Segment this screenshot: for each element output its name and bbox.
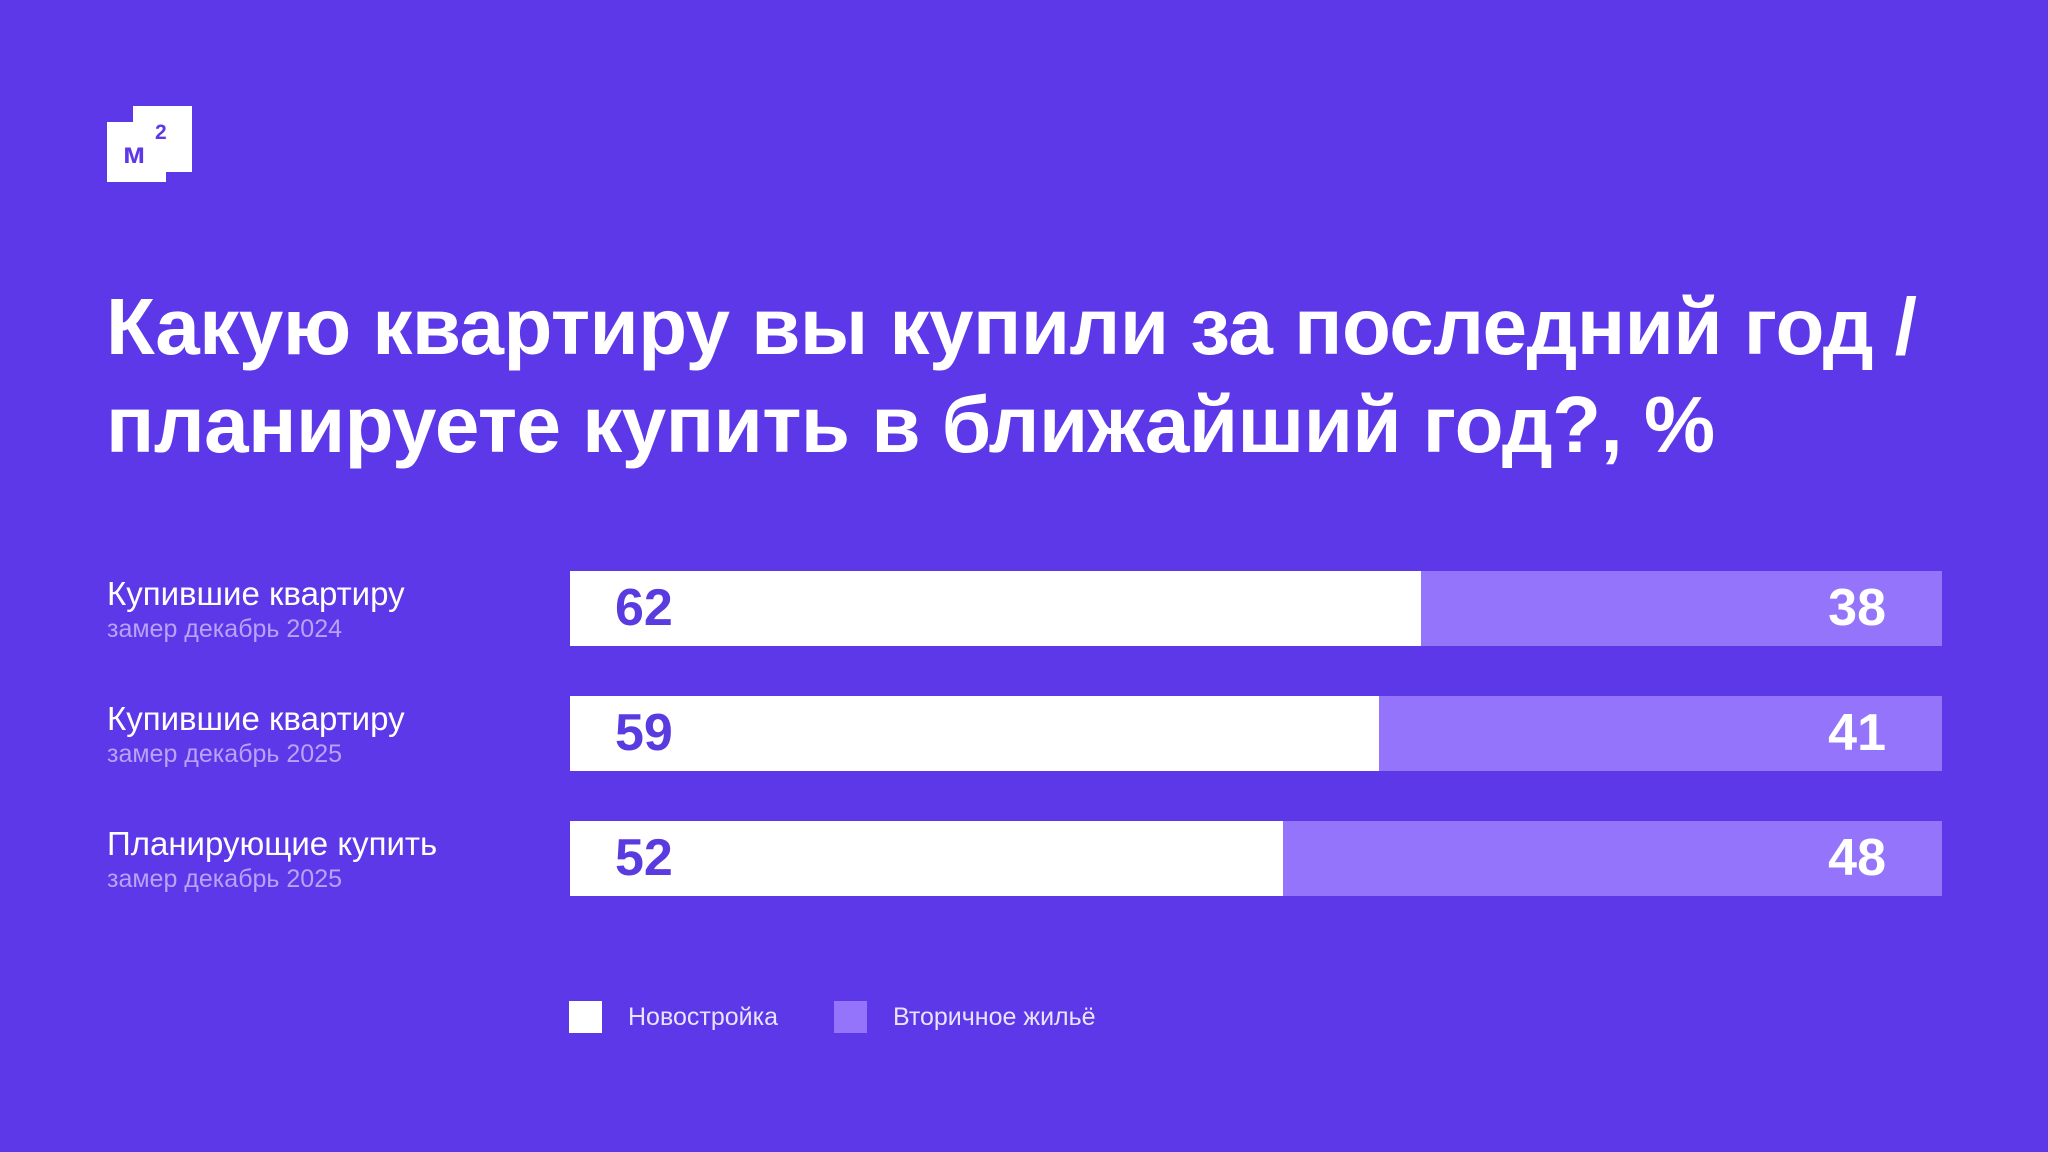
row-label-main: Купившие квартиру (107, 700, 405, 737)
stacked-bar: 62 38 (570, 571, 1942, 646)
bar-segment-secondary: 48 (1283, 821, 1942, 896)
row-label-main: Купившие квартиру (107, 575, 405, 612)
logo-superscript: 2 (155, 121, 167, 144)
row-label-main: Планирующие купить (107, 825, 438, 862)
stacked-bar: 52 48 (570, 821, 1942, 896)
value-label: 41 (1828, 704, 1886, 762)
legend-swatch-white (569, 1001, 602, 1033)
bar-segment-new-build: 52 (570, 821, 1284, 896)
chart-title: Какую квартиру вы купили за последний го… (106, 282, 1917, 469)
logo-square-front (133, 106, 192, 172)
row-label: Купившие квартиру замер декабрь 2024 (107, 575, 547, 645)
row-label-sub: замер декабрь 2024 (107, 615, 342, 643)
bar-segment-new-build: 62 (570, 571, 1421, 646)
row-label-sub: замер декабрь 2025 (107, 865, 342, 893)
chart-row: Купившие квартиру замер декабрь 2024 62 … (0, 571, 2048, 646)
chart-row: Купившие квартиру замер декабрь 2025 59 … (0, 696, 2048, 771)
row-label: Планирующие купить замер декабрь 2025 (107, 825, 547, 895)
bar-segment-secondary: 38 (1420, 571, 1942, 646)
legend-label: Новостройка (628, 1002, 778, 1031)
m2-logo: м 2 (107, 106, 193, 183)
legend-item-new-build: Новостройка (569, 1001, 778, 1033)
legend-swatch-purple (833, 1001, 867, 1033)
value-label: 48 (1828, 829, 1886, 887)
legend-item-secondary: Вторичное жильё (833, 1001, 1096, 1033)
row-label: Купившие квартиру замер декабрь 2025 (107, 700, 547, 770)
row-label-sub: замер декабрь 2025 (107, 740, 342, 768)
value-label: 62 (615, 579, 673, 637)
logo-letter: м (123, 137, 146, 170)
value-label: 52 (615, 829, 673, 887)
chart-row: Планирующие купить замер декабрь 2025 52… (0, 821, 2048, 896)
bar-segment-new-build: 59 (570, 696, 1380, 771)
bar-segment-secondary: 41 (1379, 696, 1942, 771)
value-label: 59 (615, 704, 673, 762)
legend-label: Вторичное жильё (892, 1002, 1096, 1031)
stacked-bar: 59 41 (570, 696, 1942, 771)
value-label: 38 (1828, 579, 1886, 637)
chart-legend: Новостройка Вторичное жильё (569, 1001, 1152, 1033)
